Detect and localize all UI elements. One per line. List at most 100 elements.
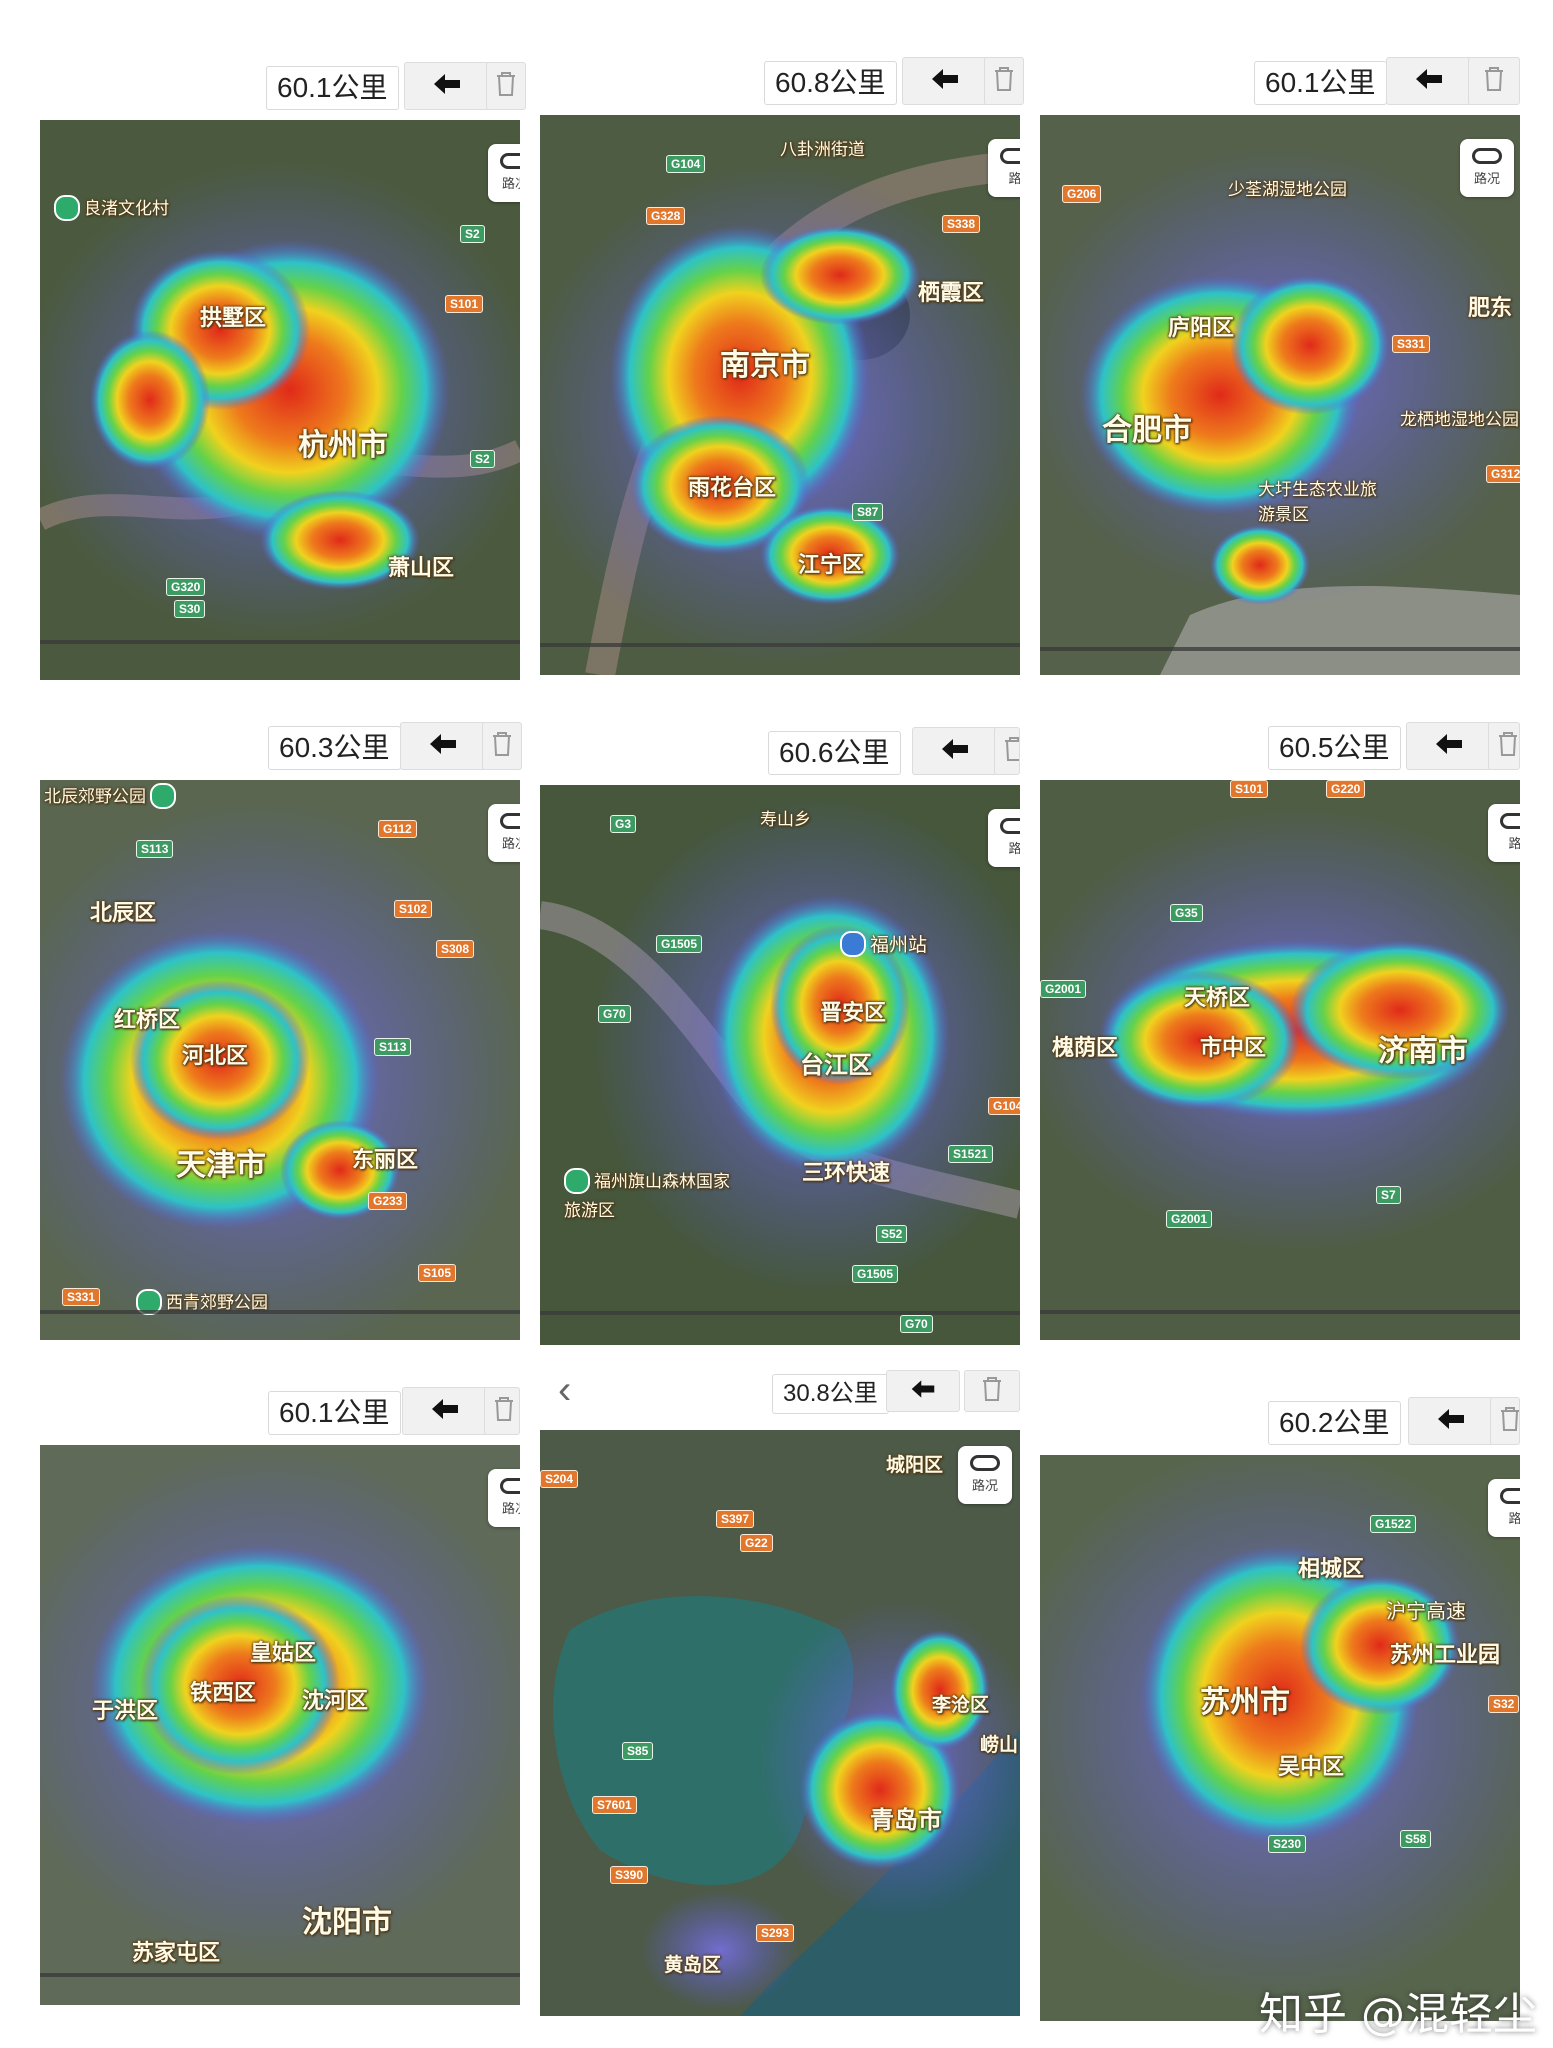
road-shield: S113 bbox=[136, 840, 174, 858]
scale-bar bbox=[1040, 647, 1520, 651]
traffic-label: 路况 bbox=[971, 1478, 998, 1493]
heatmap-layer bbox=[40, 780, 520, 1340]
poi-label: 福州站 bbox=[840, 930, 927, 959]
back-button[interactable] bbox=[1386, 57, 1472, 105]
back-button[interactable] bbox=[404, 62, 490, 110]
back-button[interactable] bbox=[912, 727, 998, 775]
city-label: 沈阳市 bbox=[302, 1906, 392, 1939]
scale-bar bbox=[40, 1310, 520, 1314]
scale-bar bbox=[540, 643, 1020, 647]
road-shield: S52 bbox=[876, 1225, 908, 1243]
delete-button[interactable] bbox=[994, 727, 1020, 775]
scale-bar bbox=[540, 1311, 1020, 1315]
map-panel-tianjin: 60.3公里 天津市 北辰区 红桥区 河北区 东丽区 北辰郊野公园 西青郊野公园… bbox=[40, 710, 522, 1350]
back-button[interactable] bbox=[1408, 1397, 1494, 1445]
traffic-icon bbox=[1500, 1488, 1520, 1504]
city-label: 台江区 bbox=[800, 1052, 872, 1079]
delete-button[interactable] bbox=[482, 722, 522, 770]
map-toolbar: 60.5公里 bbox=[1040, 710, 1520, 780]
delete-button[interactable] bbox=[1488, 722, 1520, 770]
heatmap[interactable]: 杭州市 拱墅区 萧山区 良渚文化村 G320 S30 S2 S101 S2 路况 bbox=[40, 120, 520, 680]
watermark: 知乎 @混轻尘 bbox=[1259, 1989, 1537, 2040]
poi-label: 良渚文化村 bbox=[54, 194, 169, 223]
road-shield: G206 bbox=[1062, 185, 1102, 203]
traffic-toggle[interactable]: 路 bbox=[988, 139, 1020, 197]
road-shield: S331 bbox=[1392, 335, 1431, 353]
delete-button[interactable] bbox=[964, 1370, 1020, 1412]
map-toolbar: 60.1公里 bbox=[40, 1375, 520, 1445]
delete-button[interactable] bbox=[486, 62, 526, 110]
traffic-label: 路况 bbox=[501, 836, 520, 851]
district-label: 市中区 bbox=[1200, 1035, 1267, 1060]
arrow-left-icon bbox=[430, 1397, 460, 1426]
back-button[interactable] bbox=[1406, 722, 1492, 770]
back-button[interactable] bbox=[886, 1370, 960, 1412]
map-panel-suzhou: 60.2公里 苏州市 相城区 吴中区 苏州工业园 沪宁高速 G1522 S230… bbox=[1040, 1385, 1520, 2025]
heatmap[interactable]: 台江区 晋安区 三环快速 寿山乡 福州站 福州旗山森林国家旅游区 G3 G150… bbox=[540, 785, 1020, 1345]
road-shield: S101 bbox=[445, 295, 484, 313]
city-label: 合肥市 bbox=[1102, 414, 1192, 447]
delete-button[interactable] bbox=[484, 1387, 520, 1435]
traffic-label: 路 bbox=[1008, 841, 1020, 856]
park-icon bbox=[564, 1167, 590, 1194]
district-label: 萧山区 bbox=[388, 555, 455, 580]
heatmap[interactable]: 济南市 天桥区 槐荫区 市中区 S101 G220 G35 G2001 S7 G… bbox=[1040, 780, 1520, 1340]
scale-bar bbox=[40, 640, 520, 644]
arrow-left-icon bbox=[910, 1378, 936, 1405]
heatmap[interactable]: 沈阳市 皇姑区 铁西区 于洪区 沈河区 苏家屯区 路况 bbox=[40, 1445, 520, 2005]
district-label: 苏州工业园 bbox=[1390, 1642, 1501, 1667]
poi-label: 龙栖地湿地公园 bbox=[1400, 410, 1519, 429]
back-button[interactable] bbox=[902, 57, 988, 105]
heatmap-layer bbox=[40, 120, 520, 680]
traffic-icon bbox=[970, 1455, 1000, 1471]
road-shield: S7 bbox=[1376, 1186, 1401, 1204]
road-shield: S30 bbox=[174, 600, 206, 618]
road-shield: S397 bbox=[716, 1510, 755, 1528]
road-shield: S113 bbox=[374, 1038, 412, 1056]
heatmap[interactable]: 天津市 北辰区 红桥区 河北区 东丽区 北辰郊野公园 西青郊野公园 G112 S… bbox=[40, 780, 520, 1340]
arrow-left-icon bbox=[1434, 732, 1464, 761]
delete-button[interactable] bbox=[1490, 1397, 1520, 1445]
back-button[interactable] bbox=[400, 722, 486, 770]
heatmap-layer bbox=[40, 1445, 520, 2005]
map-panel-qingdao: ‹ 30.8公里 青岛市 城阳区 李沧区 崂山 黄岛区 S204 S397 G2… bbox=[540, 1360, 1020, 2016]
road-shield: G2001 bbox=[1166, 1210, 1213, 1228]
poi-label: 少荃湖湿地公园 bbox=[1228, 180, 1347, 199]
heatmap[interactable]: 南京市 栖霞区 雨花台区 江宁区 八卦洲街道 G104 G328 S338 S8… bbox=[540, 115, 1020, 675]
traffic-toggle[interactable]: 路况 bbox=[488, 804, 520, 862]
heatmap[interactable]: 青岛市 城阳区 李沧区 崂山 黄岛区 S204 S397 G22 S85 S76… bbox=[540, 1430, 1020, 2016]
district-label: 城阳区 bbox=[886, 1455, 944, 1476]
traffic-icon bbox=[1000, 818, 1020, 834]
back-chevron[interactable]: ‹ bbox=[558, 1368, 572, 1412]
map-panel-hefei: 60.1公里 合肥市 庐阳区 肥东 少荃湖湿地公园 龙栖地湿地公园 大圩生态农业… bbox=[1040, 45, 1520, 685]
heatmap[interactable]: 合肥市 庐阳区 肥东 少荃湖湿地公园 龙栖地湿地公园 大圩生态农业旅游景区 G2… bbox=[1040, 115, 1520, 675]
poi-label: 沪宁高速 bbox=[1386, 1601, 1466, 1623]
delete-button[interactable] bbox=[1468, 57, 1520, 105]
arrow-left-icon bbox=[930, 67, 960, 96]
traffic-icon bbox=[1472, 148, 1502, 164]
poi-text: 福州旗山森林国家旅游区 bbox=[564, 1172, 730, 1220]
heatmap[interactable]: 苏州市 相城区 吴中区 苏州工业园 沪宁高速 G1522 S230 S58 S3… bbox=[1040, 1455, 1520, 2021]
distance-readout: 60.6公里 bbox=[768, 731, 901, 775]
traffic-toggle[interactable]: 路况 bbox=[958, 1446, 1012, 1504]
distance-readout: 60.1公里 bbox=[268, 1391, 401, 1435]
traffic-icon bbox=[500, 153, 520, 169]
traffic-toggle[interactable]: 路况 bbox=[488, 144, 520, 202]
district-label: 东丽区 bbox=[352, 1147, 419, 1172]
road-shield: S101 bbox=[1230, 780, 1269, 798]
traffic-toggle[interactable]: 路况 bbox=[1460, 139, 1514, 197]
district-label: 三环快速 bbox=[802, 1160, 891, 1185]
traffic-toggle[interactable]: 路 bbox=[1488, 1479, 1520, 1537]
traffic-toggle[interactable]: 路况 bbox=[488, 1469, 520, 1527]
poi-label: 大圩生态农业旅游景区 bbox=[1258, 480, 1377, 524]
distance-readout: 60.1公里 bbox=[1254, 61, 1387, 105]
traffic-toggle[interactable]: 路 bbox=[988, 809, 1020, 867]
delete-button[interactable] bbox=[984, 57, 1024, 105]
traffic-toggle[interactable]: 路 bbox=[1488, 804, 1520, 862]
back-button[interactable] bbox=[402, 1387, 488, 1435]
district-label: 崂山 bbox=[980, 1735, 1019, 1756]
traffic-label: 路况 bbox=[1473, 171, 1500, 186]
district-label: 北辰区 bbox=[90, 900, 157, 925]
arrow-left-icon bbox=[1414, 67, 1444, 96]
distance-readout: 60.8公里 bbox=[764, 61, 897, 105]
